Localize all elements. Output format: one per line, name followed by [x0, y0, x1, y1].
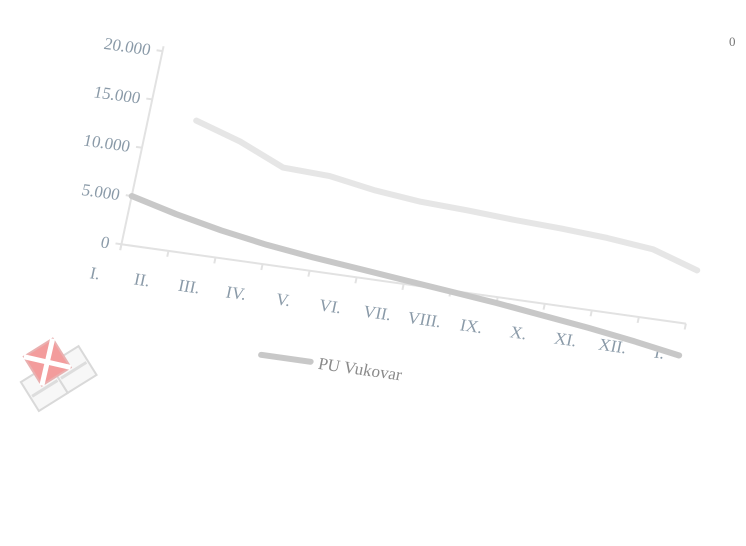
x-tick-mark [636, 316, 640, 324]
x-tick-label: II. [132, 270, 151, 291]
x-tick-label: VIII. [406, 308, 443, 331]
y-tick-label: 15.000 [92, 82, 142, 107]
x-tick-label: XII. [597, 335, 629, 357]
x-tick-label: V. [274, 290, 292, 311]
legend-label: PU Vukovar [316, 354, 404, 384]
y-tick-mark [156, 49, 163, 53]
x-tick-mark [401, 283, 405, 290]
x-tick-label: IV. [224, 283, 248, 304]
x-tick-mark [213, 257, 217, 264]
x-tick-label: VII. [362, 302, 394, 324]
legend-swatch [258, 351, 314, 365]
x-tick-mark [542, 303, 546, 310]
x-tick-mark [119, 244, 123, 251]
corner-label: 0 [729, 34, 736, 49]
x-tick-label: I. [88, 263, 102, 283]
x-tick-mark [683, 323, 687, 330]
y-tick-mark [146, 97, 153, 101]
x-tick-mark [260, 263, 264, 271]
x-tick-label: III. [177, 276, 202, 298]
flag-logo-icon [19, 337, 98, 413]
x-tick-label: X. [508, 322, 528, 343]
series-line-1 [193, 117, 701, 274]
x-tick-mark [166, 250, 170, 257]
y-tick-label: 0 [99, 233, 111, 253]
x-tick-label: VI. [317, 296, 343, 318]
y-tick-mark [135, 145, 143, 149]
x-tick-label: XI. [553, 329, 579, 351]
series-line-2 [128, 193, 683, 359]
x-tick-mark [307, 270, 311, 277]
y-tick-label: 10.000 [82, 131, 132, 156]
y-tick-label: 5.000 [80, 180, 122, 204]
y-tick-label: 20.000 [102, 34, 152, 59]
x-tick-label: IX. [458, 315, 484, 337]
x-tick-mark [589, 310, 593, 317]
x-tick-mark [354, 277, 358, 284]
